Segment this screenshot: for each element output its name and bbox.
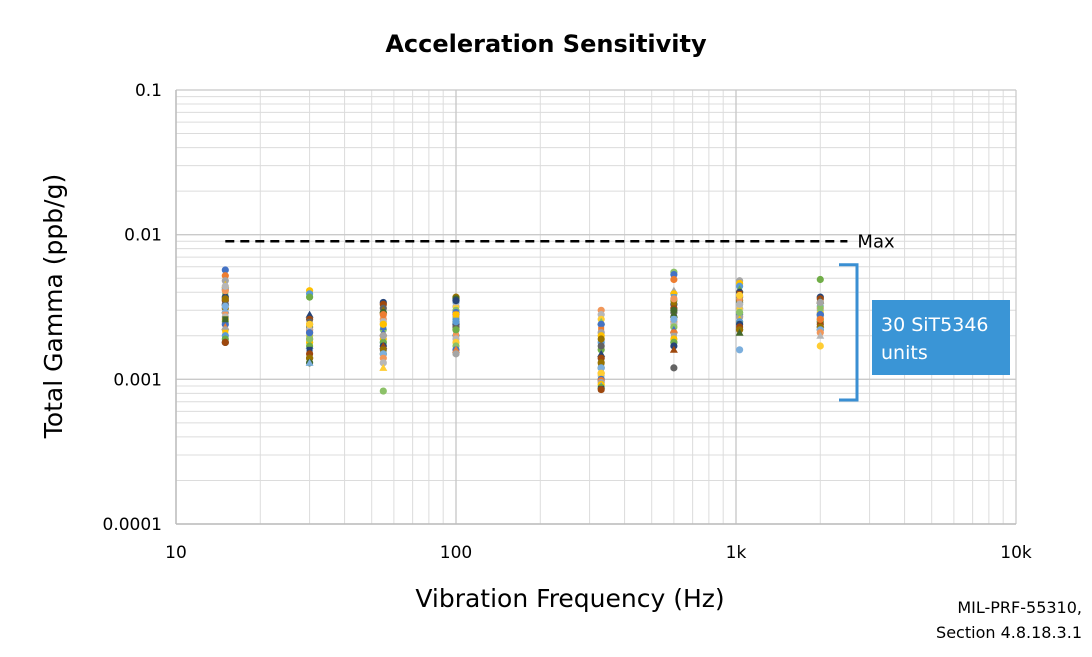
data-point-circle bbox=[379, 311, 387, 319]
y-tick-labels: 0.1 0.01 0.001 0.0001 bbox=[103, 81, 162, 535]
x-tick-labels: 10 100 1k 10k bbox=[165, 543, 1032, 563]
data-point-circle bbox=[597, 342, 605, 350]
data-point-circle bbox=[452, 297, 460, 305]
data-point-circle bbox=[597, 385, 605, 394]
data-point-circle bbox=[735, 300, 744, 308]
data-point-square bbox=[380, 346, 387, 353]
data-point-circle bbox=[735, 308, 744, 317]
data-point-circle bbox=[305, 293, 314, 301]
data-point-circle bbox=[379, 320, 387, 328]
data-point-circle bbox=[735, 346, 744, 354]
data-point-triangle bbox=[305, 358, 314, 366]
data-point-square bbox=[222, 316, 229, 323]
data-point-triangle bbox=[597, 349, 606, 357]
data-point-circle bbox=[221, 302, 229, 310]
data-point-circle bbox=[597, 320, 605, 328]
y-axis-label: Total Gamma (ppb/g) bbox=[39, 174, 68, 439]
x-axis-label: Vibration Frequency (Hz) bbox=[415, 584, 724, 613]
x-tick-label: 10k bbox=[1000, 543, 1032, 563]
data-point-circle bbox=[597, 364, 605, 372]
data-point-circle bbox=[670, 295, 678, 303]
data-point-circle bbox=[379, 332, 387, 340]
data-point-circle bbox=[221, 295, 229, 303]
y-tick-label: 0.1 bbox=[135, 81, 162, 101]
data-point-circle bbox=[816, 342, 824, 350]
data-point-triangle bbox=[735, 328, 744, 336]
data-point-circle bbox=[816, 298, 824, 307]
data-point-circle bbox=[379, 387, 387, 395]
data-point-circle bbox=[221, 277, 229, 285]
data-point-square bbox=[306, 346, 313, 353]
x-tick-label: 10 bbox=[165, 543, 187, 563]
data-point-circle bbox=[670, 270, 678, 279]
data-point-circle bbox=[816, 275, 824, 284]
data-point-circle bbox=[452, 350, 460, 358]
data-point-square bbox=[817, 305, 824, 312]
x-tick-label: 100 bbox=[440, 543, 472, 563]
data-point-circle bbox=[670, 275, 678, 284]
data-point-circle bbox=[221, 338, 229, 347]
data-point-circle bbox=[670, 364, 678, 372]
data-point-square bbox=[453, 311, 459, 318]
data-point-circle bbox=[670, 315, 678, 323]
data-point-circle bbox=[305, 329, 314, 337]
x-tick-label: 1k bbox=[726, 543, 747, 563]
data-point-circle bbox=[597, 369, 605, 377]
max-label: Max bbox=[857, 231, 895, 252]
y-tick-label: 0.01 bbox=[124, 226, 162, 246]
data-point-circle bbox=[379, 359, 387, 367]
units-callout-line1: 30 SiT5346 bbox=[881, 314, 989, 336]
data-point-triangle bbox=[669, 345, 678, 353]
data-points bbox=[221, 266, 825, 395]
units-bracket bbox=[839, 263, 859, 402]
units-callout-box bbox=[872, 300, 1010, 375]
standard-note-line1: MIL-PRF-55310, bbox=[957, 598, 1082, 617]
data-point-circle bbox=[735, 291, 744, 300]
data-point-circle bbox=[597, 335, 605, 343]
data-point-circle bbox=[221, 272, 229, 280]
data-point-circle bbox=[816, 315, 824, 323]
data-point-triangle bbox=[305, 310, 314, 318]
data-point-circle bbox=[221, 266, 229, 274]
data-point-triangle bbox=[379, 363, 388, 371]
data-point-circle bbox=[452, 318, 460, 326]
standard-note-line2: Section 4.8.18.3.1 bbox=[936, 623, 1082, 642]
units-callout-line2: units bbox=[881, 342, 928, 364]
data-point-triangle bbox=[816, 331, 825, 339]
data-point-circle bbox=[597, 359, 605, 367]
data-point-circle bbox=[221, 282, 229, 290]
data-point-circle bbox=[452, 326, 460, 334]
data-point-circle bbox=[305, 320, 314, 328]
y-tick-label: 0.0001 bbox=[103, 515, 162, 535]
data-point-circle bbox=[305, 335, 314, 343]
y-tick-label: 0.001 bbox=[113, 370, 162, 390]
chart-title: Acceleration Sensitivity bbox=[385, 30, 707, 58]
data-point-circle bbox=[670, 306, 678, 314]
